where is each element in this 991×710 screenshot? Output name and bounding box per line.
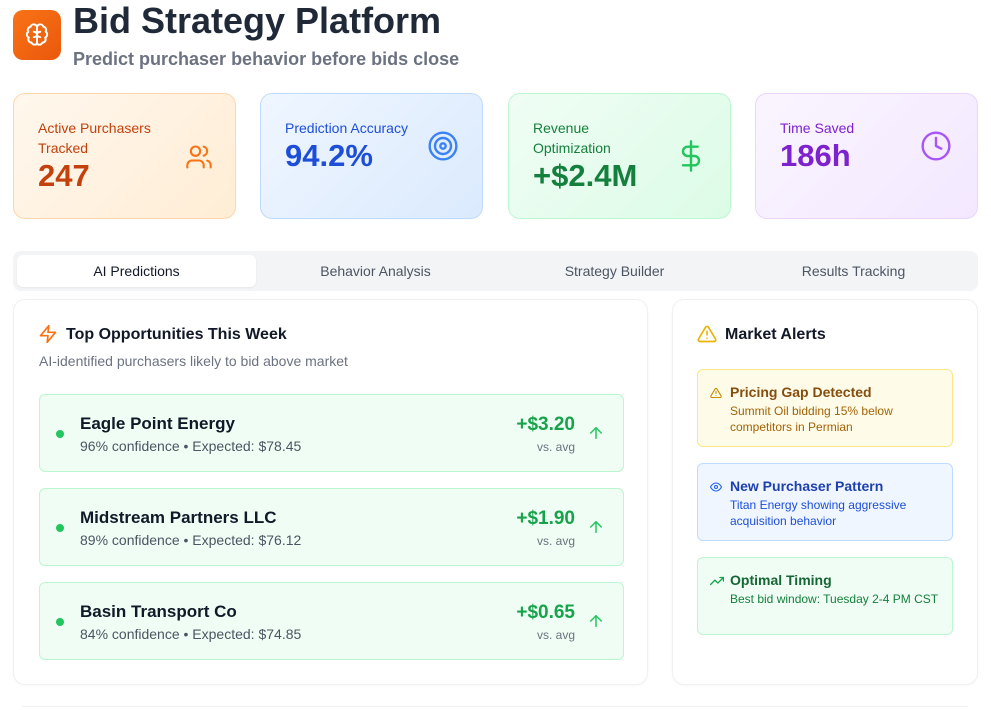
alert-pricing-gap[interactable]: Pricing Gap Detected Summit Oil bidding …: [697, 369, 953, 447]
price-delta: +$3.20: [516, 414, 575, 435]
arrow-up-icon: [587, 612, 605, 630]
price-delta: +$1.90: [516, 508, 575, 529]
stat-value: 247: [38, 158, 90, 193]
alert-optimal-timing[interactable]: Optimal Timing Best bid window: Tuesday …: [697, 557, 953, 635]
alert-new-purchaser-pattern[interactable]: New Purchaser Pattern Titan Energy showi…: [697, 463, 953, 541]
page-subtitle: Predict purchaser behavior before bids c…: [73, 49, 460, 69]
stat-label: Revenue Optimization: [533, 120, 611, 156]
arrow-up-icon: [587, 518, 605, 536]
tab-results-tracking[interactable]: Results Tracking: [801, 263, 906, 279]
warning-icon: [697, 324, 717, 344]
tab-bar: AI Predictions Behavior Analysis Strateg…: [13, 251, 978, 291]
status-dot: [56, 524, 64, 532]
page-title: Bid Strategy Platform: [73, 0, 442, 41]
status-dot: [56, 430, 64, 438]
stat-card-prediction-accuracy: Prediction Accuracy 94.2%: [260, 93, 483, 219]
vs-label: vs. avg: [536, 440, 575, 454]
market-alerts-title: Market Alerts: [725, 326, 826, 343]
lightning-icon: [38, 324, 58, 344]
vs-label: vs. avg: [536, 628, 575, 642]
alert-title: Optimal Timing: [730, 572, 832, 588]
opportunities-panel: Top Opportunities This Week AI-identifie…: [13, 299, 648, 685]
price-delta: +$0.65: [516, 602, 575, 623]
alert-text: Best bid window: Tuesday 2-4 PM CST: [730, 592, 939, 606]
stat-label: Active Purchasers Tracked: [38, 120, 151, 156]
eye-icon: [709, 480, 724, 494]
opportunities-description: AI-identified purchasers likely to bid a…: [39, 353, 348, 369]
tab-behavior-analysis[interactable]: Behavior Analysis: [320, 263, 431, 279]
stat-value: +$2.4M: [533, 158, 638, 193]
alert-title: Pricing Gap Detected: [730, 384, 872, 400]
alert-title: New Purchaser Pattern: [730, 478, 884, 494]
warning-icon: [710, 386, 724, 400]
vs-label: vs. avg: [536, 534, 575, 548]
stat-card-active-purchasers: Active Purchasers Tracked 247: [13, 93, 236, 219]
target-icon: [427, 130, 459, 162]
purchaser-name: Midstream Partners LLC: [80, 508, 277, 527]
purchaser-meta: 96% confidence • Expected: $78.45: [80, 438, 302, 454]
purchaser-name: Basin Transport Co: [80, 602, 237, 621]
stat-value: 94.2%: [285, 138, 373, 173]
stat-card-time-saved: Time Saved 186h: [755, 93, 978, 219]
stat-label: Time Saved: [780, 120, 855, 136]
opportunity-item[interactable]: Eagle Point Energy 96% confidence • Expe…: [39, 394, 624, 472]
brain-icon: [13, 10, 61, 60]
alert-text: Titan Energy showing aggressive acquisit…: [730, 498, 907, 528]
market-alerts-panel: Market Alerts Pricing Gap Detected Summi…: [672, 299, 978, 685]
page-header: Bid Strategy Platform Predict purchaser …: [13, 0, 713, 70]
opportunities-title: Top Opportunities This Week: [66, 326, 287, 343]
users-icon: [185, 143, 217, 175]
opportunity-item[interactable]: Basin Transport Co 84% confidence • Expe…: [39, 582, 624, 660]
purchaser-meta: 84% confidence • Expected: $74.85: [80, 626, 302, 642]
dollar-icon: [675, 140, 707, 172]
tab-ai-predictions[interactable]: AI Predictions: [17, 255, 256, 287]
alert-text: Summit Oil bidding 15% below competitors…: [730, 404, 893, 434]
clock-icon: [920, 130, 952, 162]
purchaser-meta: 89% confidence • Expected: $76.12: [80, 532, 302, 548]
opportunity-item[interactable]: Midstream Partners LLC 89% confidence • …: [39, 488, 624, 566]
stat-label: Prediction Accuracy: [285, 120, 408, 136]
divider: [22, 706, 968, 707]
status-dot: [56, 618, 64, 626]
stat-value: 186h: [780, 138, 851, 173]
purchaser-name: Eagle Point Energy: [80, 414, 235, 433]
stat-card-revenue-optimization: Revenue Optimization +$2.4M: [508, 93, 731, 219]
tab-strategy-builder[interactable]: Strategy Builder: [564, 263, 665, 279]
arrow-up-icon: [587, 424, 605, 442]
trending-up-icon: [709, 574, 725, 588]
